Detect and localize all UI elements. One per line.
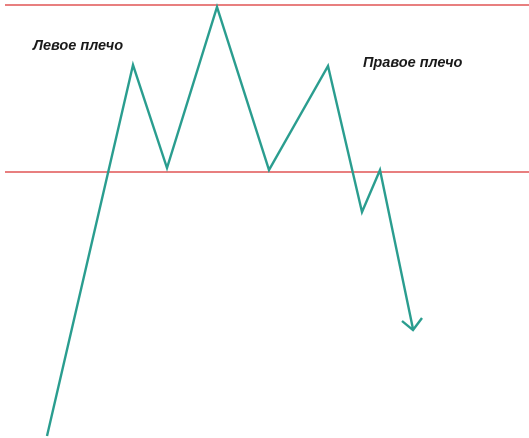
arrow-head-icon bbox=[401, 317, 423, 332]
right-shoulder-label: Правое плечо bbox=[363, 55, 463, 71]
left-shoulder-label: Левое плечо bbox=[32, 38, 123, 54]
price-path bbox=[45, 3, 415, 437]
